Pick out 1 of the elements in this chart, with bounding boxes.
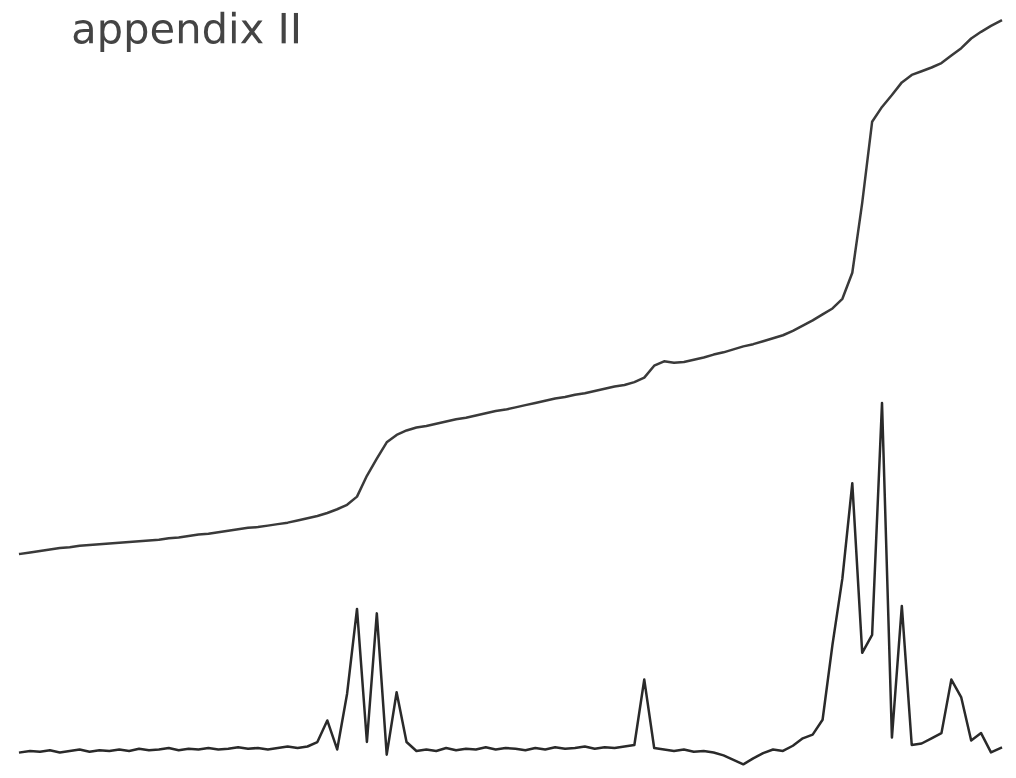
chart-title: appendix II bbox=[73, 11, 299, 52]
